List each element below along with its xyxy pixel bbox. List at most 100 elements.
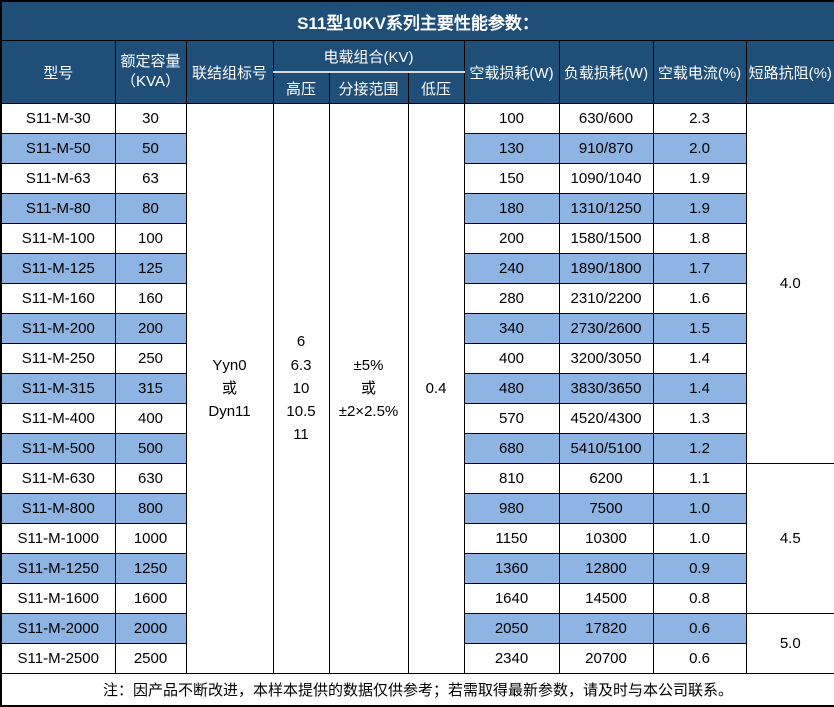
capacity-cell: 400: [114, 403, 187, 434]
model-cell: S11-M-400: [0, 403, 116, 434]
table-row: S11-M-30 30 Yyn0 或 Dyn11 6 6.3 10 10.5 11 ±5…: [0, 103, 834, 674]
model-cell: S11-M-100: [0, 223, 116, 254]
load-loss-cell: 910/870: [558, 133, 654, 164]
table-row: S11-M-50 50 130 910/870 2.0: [0, 133, 834, 164]
model-cell: S11-M-630: [0, 463, 116, 494]
load-loss-cell: 3830/3650: [558, 373, 654, 404]
header-row-bottom: 高压 分接范围 低压: [1, 71, 834, 104]
no-load-loss-cell: 680: [463, 433, 560, 464]
title-row: S11型10KV系列主要性能参数：: [0, 0, 834, 41]
model-cell: S11-M-315: [0, 373, 116, 404]
no-load-loss-cell: 340: [463, 313, 560, 344]
no-load-loss-cell: 1640: [463, 583, 560, 614]
load-loss-cell: 3200/3050: [558, 343, 654, 374]
capacity-cell: 80: [114, 193, 187, 224]
col-header-connection: 联结组标号: [185, 40, 274, 104]
tap-range-cell: ±5% 或 ±2×2.5%: [328, 103, 409, 674]
no-load-loss-cell: 1150: [463, 523, 560, 554]
table-row: S11-M-160 160 280 2310/2200 1.6: [0, 283, 834, 314]
no-load-current-cell: 1.5: [652, 313, 747, 344]
load-loss-cell: 1890/1800: [558, 253, 654, 284]
impedance-cell: 5.0: [745, 613, 834, 674]
model-cell: S11-M-800: [0, 493, 116, 524]
no-load-loss-cell: 980: [463, 493, 560, 524]
load-loss-cell: 2310/2200: [558, 283, 654, 314]
col-header-voltage-group: 电载组合(KV): [272, 40, 465, 73]
capacity-cell: 630: [114, 463, 187, 494]
model-cell: S11-M-1600: [0, 583, 116, 614]
load-loss-cell: 12800: [558, 553, 654, 584]
no-load-current-cell: 2.3: [652, 103, 747, 134]
col-header-model: 型号: [0, 40, 116, 104]
col-header-load-loss: 负载损耗(W): [558, 40, 654, 104]
no-load-current-cell: 1.1: [652, 463, 747, 494]
model-cell: S11-M-160: [0, 283, 116, 314]
table-row: S11-M-400 400 570 4520/4300 1.3: [0, 403, 834, 434]
table-row: S11-M-125 125 240 1890/1800 1.7: [0, 253, 834, 284]
hv-cell: 6 6.3 10 10.5 11: [272, 103, 330, 674]
table-body: S11-M-30 30 Yyn0 或 Dyn11 6 6.3 10 10.5 11 ±5…: [0, 103, 834, 674]
no-load-current-cell: 1.4: [652, 343, 747, 374]
capacity-cell: 1600: [114, 583, 187, 614]
no-load-current-cell: 0.6: [652, 643, 747, 674]
table-row: S11-M-315 315 480 3830/3650 1.4: [0, 373, 834, 404]
model-cell: S11-M-2000: [0, 613, 116, 644]
load-loss-cell: 1310/1250: [558, 193, 654, 224]
col-header-no-load-loss: 空载损耗(W): [463, 40, 560, 104]
capacity-cell: 63: [114, 163, 187, 194]
capacity-cell: 250: [114, 343, 187, 374]
no-load-current-cell: 1.4: [652, 373, 747, 404]
load-loss-cell: 20700: [558, 643, 654, 674]
load-loss-cell: 1580/1500: [558, 223, 654, 254]
impedance-cell: 4.5: [745, 463, 834, 614]
no-load-current-cell: 1.9: [652, 193, 747, 224]
header-row-top: 型号 额定容量 （KVA） 联结组标号 电载组合(KV) 空载损耗(W) 负载损耗…: [0, 40, 834, 104]
capacity-cell: 1250: [114, 553, 187, 584]
table-row: S11-M-630 630 810 6200 1.1 4.5: [0, 463, 834, 614]
model-cell: S11-M-250: [0, 343, 116, 374]
col-header-lv: 低压: [407, 71, 465, 104]
load-loss-cell: 17820: [558, 613, 654, 644]
load-loss-cell: 4520/4300: [558, 403, 654, 434]
load-loss-cell: 5410/5100: [558, 433, 654, 464]
table-row: S11-M-800 800 980 7500 1.0: [0, 493, 834, 524]
capacity-cell: 500: [114, 433, 187, 464]
load-loss-cell: 6200: [558, 463, 654, 494]
no-load-loss-cell: 130: [463, 133, 560, 164]
no-load-current-cell: 1.3: [652, 403, 747, 434]
table-row: S11-M-80 80 180 1310/1250 1.9: [0, 193, 834, 224]
impedance-cell: 4.0: [745, 103, 834, 464]
model-cell: S11-M-50: [0, 133, 116, 164]
model-cell: S11-M-200: [0, 313, 116, 344]
no-load-current-cell: 1.8: [652, 223, 747, 254]
model-cell: S11-M-30: [0, 103, 116, 134]
col-header-capacity: 额定容量 （KVA）: [114, 40, 187, 104]
load-loss-cell: 10300: [558, 523, 654, 554]
no-load-loss-cell: 2050: [463, 613, 560, 644]
no-load-loss-cell: 180: [463, 193, 560, 224]
no-load-loss-cell: 400: [463, 343, 560, 374]
load-loss-cell: 2730/2600: [558, 313, 654, 344]
capacity-cell: 30: [114, 103, 187, 134]
no-load-loss-cell: 1360: [463, 553, 560, 584]
table-note: 注：因产品不断改进，本样本提供的数据仅供参考；若需取得最新参数，请及时与本公司联…: [0, 673, 834, 707]
table-row: S11-M-1250 1250 1360 12800 0.9: [0, 553, 834, 584]
table-row: S11-M-2000 2000 2050 17820 0.6 5.0: [0, 613, 834, 674]
col-header-hv: 高压: [272, 71, 330, 104]
no-load-current-cell: 0.6: [652, 613, 747, 644]
no-load-loss-cell: 810: [463, 463, 560, 494]
capacity-cell: 50: [114, 133, 187, 164]
capacity-cell: 315: [114, 373, 187, 404]
table-row: S11-M-2500 2500 2340 20700 0.6: [0, 643, 834, 674]
table-row: S11-M-63 63 150 1090/1040 1.9: [0, 163, 834, 194]
col-header-tap-range: 分接范围: [328, 71, 409, 104]
capacity-header-line1: 额定容量: [120, 52, 181, 70]
model-cell: S11-M-80: [0, 193, 116, 224]
load-loss-cell: 14500: [558, 583, 654, 614]
no-load-loss-cell: 480: [463, 373, 560, 404]
no-load-loss-cell: 570: [463, 403, 560, 434]
capacity-cell: 160: [114, 283, 187, 314]
load-loss-cell: 1090/1040: [558, 163, 654, 194]
lv-cell: 0.4: [407, 103, 465, 674]
